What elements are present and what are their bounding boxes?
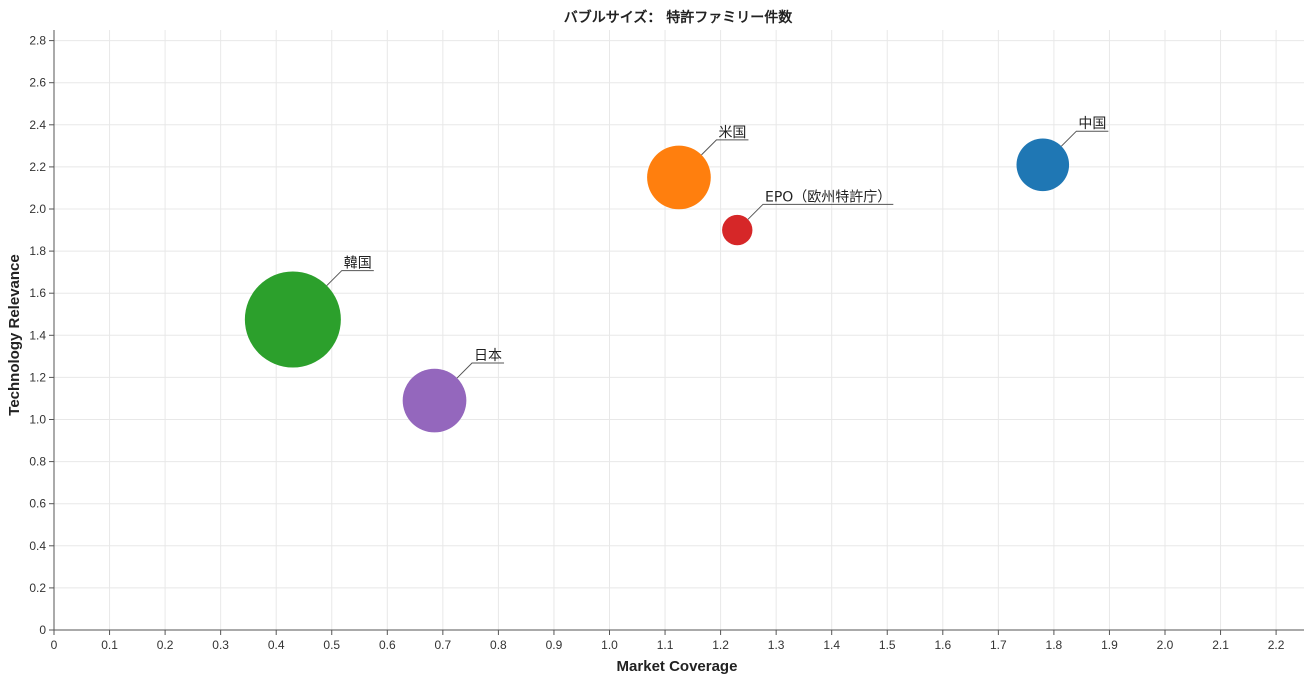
bubble-label: 韓国 <box>344 256 372 272</box>
x-tick-label: 1.8 <box>1046 638 1063 652</box>
x-tick-label: 2.2 <box>1268 638 1285 652</box>
y-tick-label: 0.4 <box>29 539 46 553</box>
y-tick-label: 1.2 <box>29 370 46 384</box>
chart-title: バブルサイズ： 特許ファミリー件数 <box>564 9 793 26</box>
x-tick-label: 1.6 <box>934 638 951 652</box>
tick-labels: 0 0.1 0.2 0.3 0.4 0.5 0.6 0.7 0.8 0.9 1.0 1.1 1.2 1.3… <box>29 34 1284 652</box>
y-tick-label: 1.4 <box>29 328 46 342</box>
label-leader-line <box>1061 130 1109 147</box>
x-tick-label: 1.0 <box>601 638 618 652</box>
bubble[interactable] <box>244 271 341 368</box>
x-tick-label: 1.1 <box>657 638 674 652</box>
bubble-label: 日本 <box>474 348 502 364</box>
x-tick-label: 0 <box>51 638 58 652</box>
bubble-label: 米国 <box>718 125 746 141</box>
y-tick-label: 2.0 <box>29 202 46 216</box>
y-tick-label: 0.8 <box>29 455 46 469</box>
bubble-label: EPO（欧州特許庁） <box>765 189 891 205</box>
x-tick-label: 0.1 <box>101 638 118 652</box>
y-tick-label: 2.6 <box>29 76 46 90</box>
y-tick-label: 1.6 <box>29 286 46 300</box>
label-leader-line <box>456 362 505 379</box>
y-tick-label: 0.2 <box>29 581 46 595</box>
y-tick-label: 0 <box>39 623 46 637</box>
x-tick-label: 1.5 <box>879 638 896 652</box>
x-tick-label: 1.7 <box>990 638 1007 652</box>
bubble-label: 中国 <box>1078 116 1106 132</box>
x-tick-label: 1.2 <box>712 638 729 652</box>
bubbles <box>244 138 1070 433</box>
y-tick-label: 2.8 <box>29 34 46 48</box>
bubble[interactable] <box>402 368 467 433</box>
grid-lines <box>53 30 1304 631</box>
x-tick-label: 0.5 <box>323 638 340 652</box>
label-leader-line <box>701 139 749 156</box>
x-axis-label: Market Coverage <box>617 658 738 675</box>
x-tick-label: 0.2 <box>157 638 174 652</box>
x-tick-label: 0.4 <box>268 638 285 652</box>
y-tick-label: 2.4 <box>29 118 46 132</box>
x-tick-label: 2.0 <box>1157 638 1174 652</box>
x-tick-label: 1.4 <box>823 638 840 652</box>
y-tick-label: 1.0 <box>29 413 46 427</box>
x-tick-label: 0.3 <box>212 638 229 652</box>
bubble[interactable] <box>647 145 711 210</box>
y-tick-label: 2.2 <box>29 160 46 174</box>
y-axis-label: Technology Relevance <box>6 254 23 415</box>
bubble[interactable] <box>1016 138 1070 192</box>
x-tick-label: 0.8 <box>490 638 507 652</box>
x-tick-label: 2.1 <box>1212 638 1229 652</box>
y-tick-label: 1.8 <box>29 244 46 258</box>
x-tick-label: 0.7 <box>435 638 452 652</box>
x-tick-label: 0.6 <box>379 638 396 652</box>
x-tick-label: 0.9 <box>546 638 563 652</box>
bubble[interactable] <box>722 214 753 246</box>
x-tick-label: 1.3 <box>768 638 785 652</box>
label-leader-line <box>747 203 894 220</box>
y-tick-label: 0.6 <box>29 497 46 511</box>
x-tick-label: 1.9 <box>1101 638 1118 652</box>
label-leader-line <box>326 270 374 286</box>
axes <box>49 30 1304 635</box>
